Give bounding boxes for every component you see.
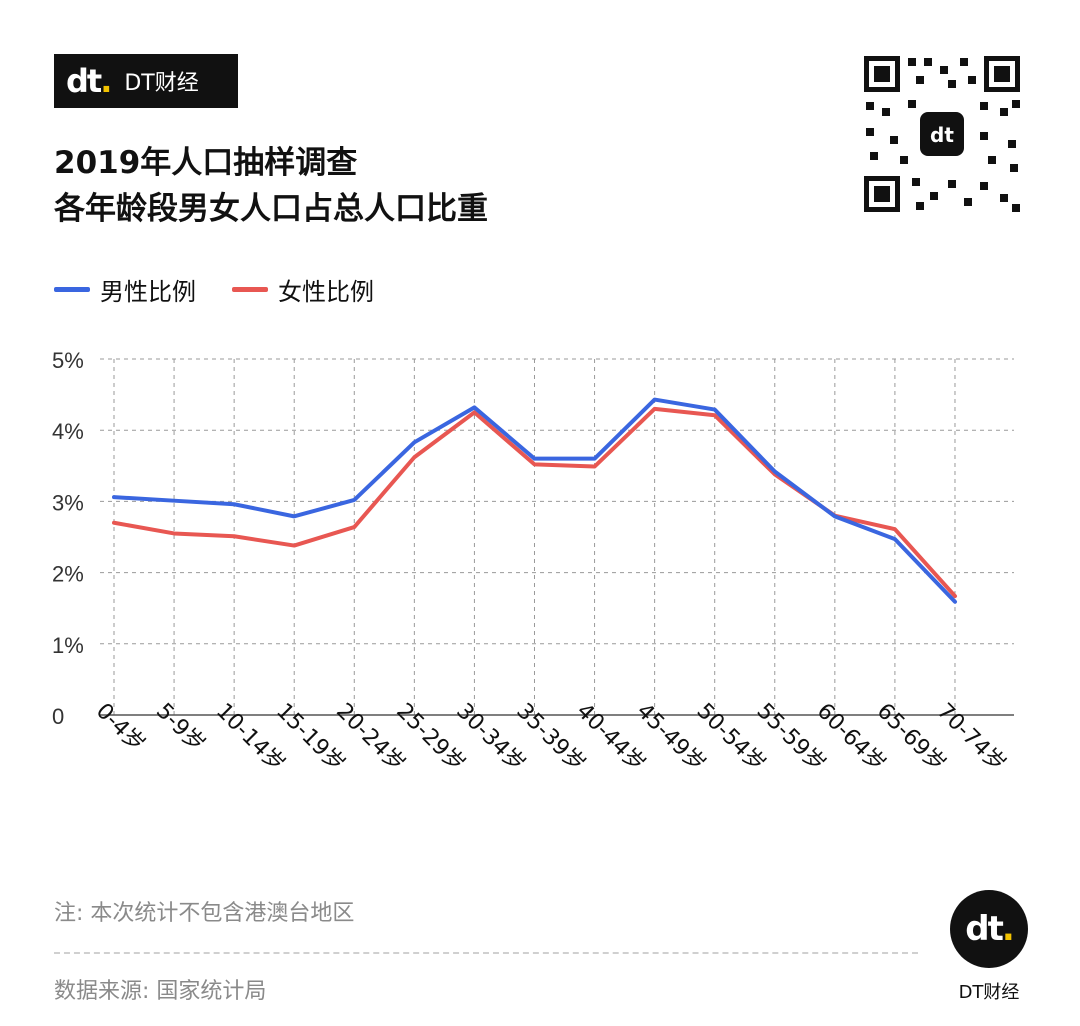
title-line-1: 2019年人口抽样调查: [54, 145, 358, 181]
y-tick-label: 4%: [52, 419, 84, 444]
brand-name: DT财经: [124, 71, 199, 96]
legend-item-female: 女性比例: [232, 272, 374, 307]
footnote: 注: 本次统计不包含港澳台地区: [54, 901, 355, 926]
y-tick-label: 2%: [52, 562, 84, 587]
legend-label-male: 男性比例: [100, 278, 196, 306]
page-title: 2019年人口抽样调查 各年龄段男女人口占总人口比重: [54, 140, 488, 232]
legend-swatch-male: [54, 287, 90, 292]
title-line-2: 各年龄段男女人口占总人口比重: [54, 191, 488, 227]
data-source: 数据来源: 国家统计局: [54, 979, 267, 1004]
y-tick-label: 3%: [52, 490, 84, 515]
legend-item-male: 男性比例: [54, 272, 196, 307]
dt-logo-icon: dt.: [66, 62, 112, 100]
chart-legend: 男性比例 女性比例: [54, 272, 410, 307]
legend-label-female: 女性比例: [278, 278, 374, 306]
y-tick-label: 5%: [52, 348, 84, 373]
series-line-male: [112, 397, 957, 604]
divider: [54, 952, 918, 954]
corner-brand-label: DT财经: [958, 982, 1020, 1003]
y-tick-label: 1%: [52, 633, 84, 658]
line-chart: 01%2%3%4%5%0-4岁 5-9岁 10-14岁15-19岁20-24岁25-…: [52, 348, 1014, 777]
x-tick-label: 5-9岁: [151, 699, 210, 758]
x-tick-label: 0-4岁: [91, 699, 150, 758]
qr-code-icon: dt: [860, 52, 1024, 216]
svg-text:dt: dt: [930, 123, 954, 147]
y-tick-label: 0: [52, 704, 64, 729]
brand-badge: dt. DT财经: [54, 54, 238, 108]
legend-swatch-female: [232, 287, 268, 292]
